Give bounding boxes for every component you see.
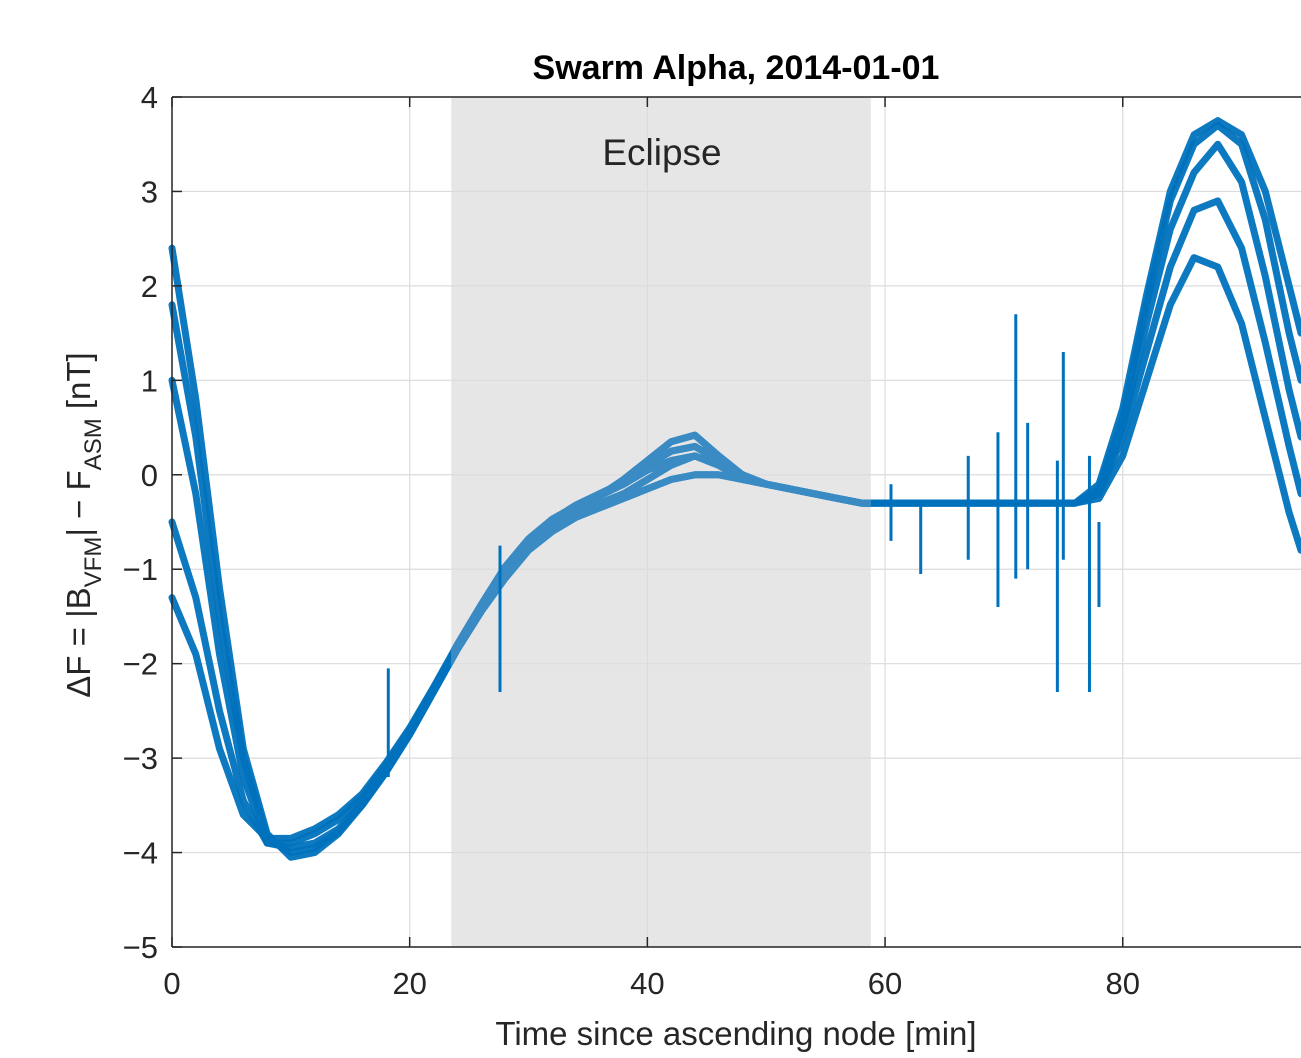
tick-labels: 0 20 40 60 80 −5 −4 −3 −2 −1 0 1 2 3 4: [123, 80, 1140, 1001]
y-axis-label: ΔF = |BVFM| − FASM [nT]: [60, 352, 107, 697]
y-label-sub2: ASM: [80, 418, 107, 470]
y-tick-label: 3: [141, 174, 158, 209]
y-tick-label: −3: [123, 741, 158, 776]
y-tick-label: 1: [141, 363, 158, 398]
y-tick-label: 0: [141, 458, 158, 493]
y-label-suffix: [nT]: [60, 352, 97, 418]
chart-title: Swarm Alpha, 2014-01-01: [533, 49, 940, 87]
y-tick-label: 4: [141, 80, 158, 115]
data-series: [168, 117, 1301, 861]
y-label-sub1: VFM: [80, 537, 107, 588]
series-eclipse-overlay: [451, 431, 871, 668]
series-line-eclipse: [451, 452, 871, 663]
y-tick-label: 2: [141, 269, 158, 304]
x-tick-label: 60: [868, 966, 902, 1001]
x-axis-label: Time since ascending node [min]: [495, 1015, 976, 1052]
x-tick-label: 0: [163, 966, 180, 1001]
eclipse-annotation: Eclipse: [602, 132, 721, 173]
x-tick-label: 40: [630, 966, 664, 1001]
y-label-middle: | − F: [60, 470, 97, 536]
x-tick-label: 20: [392, 966, 426, 1001]
y-tick-label: −4: [123, 836, 158, 871]
y-label-prefix: ΔF = |B: [60, 587, 97, 697]
eclipse-shaded-region: [451, 97, 871, 947]
x-tick-label: 80: [1105, 966, 1139, 1001]
y-tick-label: −1: [123, 552, 158, 587]
eclipse-band: [451, 97, 871, 947]
axes: [171, 96, 1301, 948]
y-tick-label: −5: [123, 930, 158, 965]
y-tick-label: −2: [123, 647, 158, 682]
